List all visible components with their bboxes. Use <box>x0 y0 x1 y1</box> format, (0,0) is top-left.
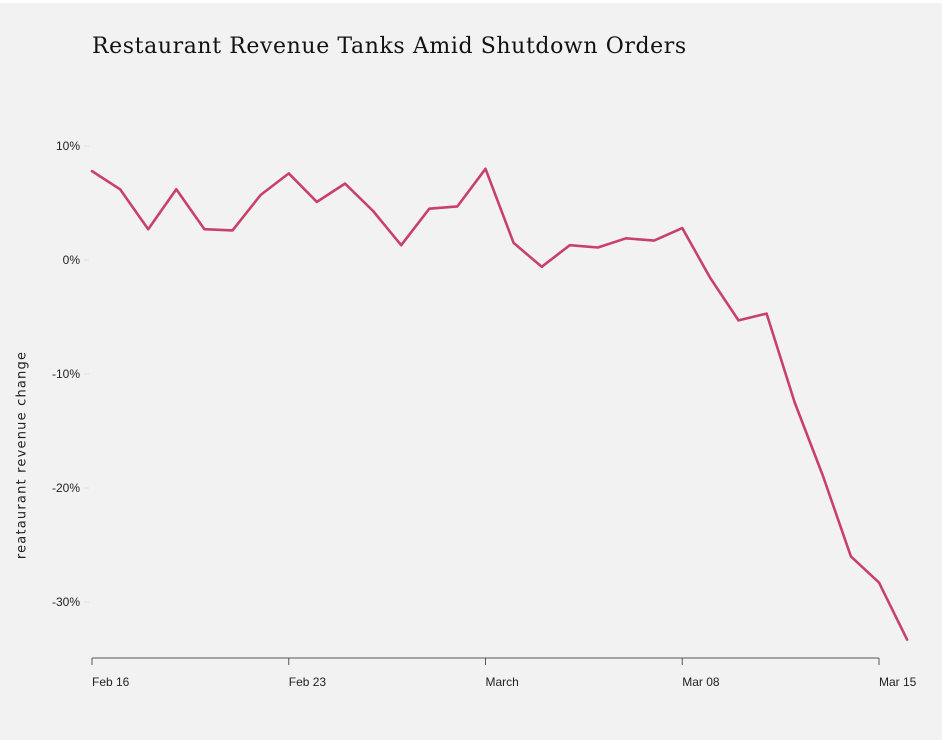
data-point <box>287 171 291 175</box>
data-point <box>680 226 684 230</box>
data-point <box>315 200 319 204</box>
data-point <box>596 246 600 250</box>
data-point <box>174 187 178 191</box>
chart-title: Restaurant Revenue Tanks Amid Shutdown O… <box>92 34 687 59</box>
x-tick-label: Feb 16 <box>92 675 130 689</box>
x-tick-label: Mar 08 <box>682 675 720 689</box>
data-point <box>765 312 769 316</box>
data-point <box>568 243 572 247</box>
data-point <box>737 318 741 322</box>
y-axis: 10% 0% -10% -20% -30% <box>52 139 89 609</box>
data-point <box>343 182 347 186</box>
series-layer <box>90 167 909 642</box>
data-point <box>371 209 375 213</box>
data-point <box>849 554 853 558</box>
data-point <box>821 474 825 478</box>
data-point <box>399 243 403 247</box>
y-tick-label: -30% <box>52 595 80 609</box>
x-tick-label: Mar 15 <box>879 675 917 689</box>
data-point <box>652 239 656 243</box>
data-point <box>905 638 909 642</box>
revenue-change-line <box>90 167 909 641</box>
data-point <box>146 227 150 231</box>
data-point <box>512 241 516 245</box>
data-point <box>484 167 488 171</box>
x-tick-label: Feb 23 <box>289 675 327 689</box>
data-point <box>90 169 94 173</box>
data-point <box>624 236 628 240</box>
x-tick-label: March <box>486 675 519 689</box>
data-point <box>259 193 263 197</box>
data-point <box>455 204 459 208</box>
data-point <box>793 401 797 405</box>
y-tick-label: 0% <box>63 253 81 267</box>
data-point <box>540 265 544 269</box>
data-point <box>202 227 206 231</box>
y-tick-label: -10% <box>52 367 80 381</box>
data-point <box>118 187 122 191</box>
data-point <box>708 276 712 280</box>
data-point <box>231 228 235 232</box>
data-point <box>877 581 881 585</box>
x-axis: Feb 16 Feb 23 March Mar 08 Mar 15 <box>91 657 917 689</box>
data-point <box>427 207 431 211</box>
y-tick-label: -20% <box>52 481 80 495</box>
y-tick-label: 10% <box>56 139 80 153</box>
